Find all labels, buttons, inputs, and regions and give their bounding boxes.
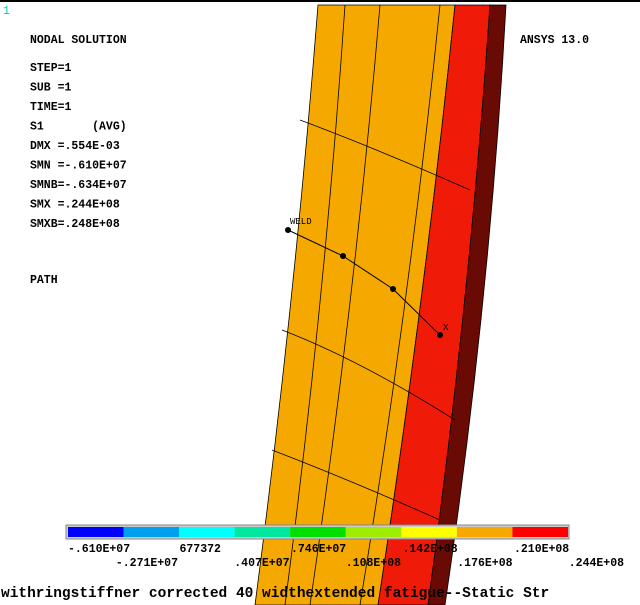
legend-swatch [124,527,180,537]
path-point [340,253,346,259]
legend-label: -.271E+07 [116,557,178,570]
viewport: WELD X 1 NODAL SOLUTION ANSYS 13.0 PATH … [0,0,640,605]
legend-swatch [512,527,568,537]
info-line: DMX =.554E-03 [30,140,120,153]
path-point-label: WELD [290,217,312,227]
info-line: SMNB=-.634E+07 [30,179,127,192]
info-line: SMXB=.248E+08 [30,218,120,231]
info-line: S1 (AVG) [30,121,127,134]
info-line: SUB =1 [30,82,72,95]
legend-label: .142E+08 [403,543,458,556]
legend-label: .108E+08 [346,557,401,570]
title: NODAL SOLUTION [30,34,127,47]
path-point [390,286,396,292]
legend-label: .407E+07 [234,557,289,570]
legend-label: .746E+07 [291,543,346,556]
window-number: 1 [3,5,10,18]
path-label: PATH [30,274,58,287]
info-line: STEP=1 [30,62,72,75]
legend-swatch [457,527,513,537]
legend-label: -.610E+07 [68,543,130,556]
info-line: TIME=1 [30,101,72,114]
version: ANSYS 13.0 [520,34,589,47]
legend-swatch [68,527,124,537]
footer: withringstiffner corrected 40 widthexten… [1,586,549,602]
legend-label: .244E+08 [569,557,624,570]
info-line: SMX =.244E+08 [30,199,120,212]
info-line: SMN =-.610E+07 [30,160,127,173]
path-point-label: X [443,323,449,333]
legend-swatch [235,527,291,537]
legend-swatch [290,527,346,537]
legend-label: 677372 [180,543,222,556]
legend-swatch [346,527,402,537]
legend-label: .210E+08 [514,543,569,556]
legend-swatch [401,527,457,537]
path-point [285,227,291,233]
legend-label: .176E+08 [457,557,512,570]
legend-swatch [179,527,235,537]
